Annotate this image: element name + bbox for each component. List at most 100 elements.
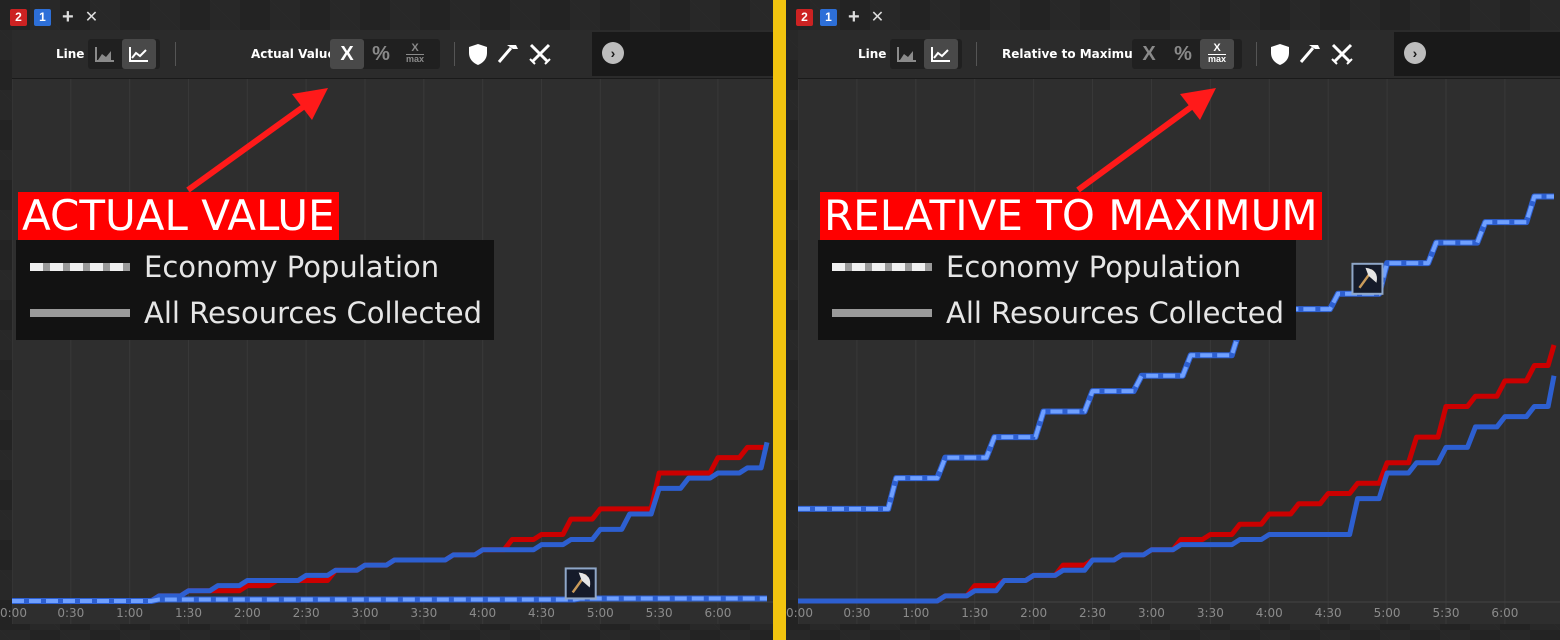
add-icon[interactable]: + [62, 5, 74, 28]
legend-item-economy-population: Economy Population [832, 244, 1284, 290]
chart-style-label: Line [858, 47, 887, 61]
series-p1-economy-population-base [12, 595, 767, 604]
close-icon[interactable]: ✕ [870, 8, 885, 26]
x-tick-label: 2:30 [1079, 606, 1107, 620]
chart-style-toggle [88, 39, 160, 69]
toolbar-separator [454, 42, 455, 66]
add-icon[interactable]: + [848, 5, 860, 28]
x-tick-label: 0:30 [57, 606, 85, 620]
x-tick-label: 3:30 [1196, 606, 1224, 620]
solid-line-swatch [832, 309, 932, 317]
hammer-icon[interactable] [496, 42, 520, 66]
percent-button[interactable]: % [1174, 42, 1192, 65]
percent-button[interactable]: % [372, 42, 390, 65]
legend-item-all-resources: All Resources Collected [832, 290, 1284, 336]
legend: Economy Population All Resources Collect… [818, 240, 1297, 340]
annotation-arrow [186, 88, 328, 193]
series-p2-resources [12, 444, 767, 604]
close-icon[interactable]: ✕ [84, 8, 99, 26]
line-chart-icon [129, 47, 148, 62]
shield-icon[interactable] [1268, 42, 1292, 66]
legend-item-all-resources: All Resources Collected [30, 290, 482, 336]
chart-style-label: Line [56, 47, 85, 61]
solid-line-swatch [30, 309, 130, 317]
x-tick-label: 5:00 [1373, 606, 1401, 620]
series-p2-resources [798, 344, 1557, 604]
x-tick-label: 6:00 [1491, 606, 1519, 620]
x-tick-label: 5:30 [1432, 606, 1460, 620]
x-tick-label: 0:00 [0, 606, 27, 620]
dashed-line-swatch [30, 263, 130, 271]
hammer-icon[interactable] [1298, 42, 1322, 66]
next-icon[interactable]: › [602, 42, 624, 64]
value-mode-label: Actual Value [251, 47, 336, 61]
toolbar-separator [175, 42, 176, 66]
crossed-swords-icon[interactable] [1330, 42, 1354, 66]
panel-divider [773, 0, 786, 640]
frac-denominator: max [1207, 54, 1226, 64]
actual-value-button[interactable]: X [330, 39, 364, 69]
tab-player-1[interactable]: 1 [34, 8, 51, 26]
line-chart-icon [931, 47, 950, 62]
x-tick-label: 4:30 [527, 606, 555, 620]
chart-style-toggle [890, 39, 962, 69]
legend-label: Economy Population [946, 250, 1242, 284]
x-tick-label: 1:00 [116, 606, 144, 620]
legend: Economy Population All Resources Collect… [16, 240, 495, 340]
legend-label: All Resources Collected [144, 296, 483, 330]
tab-player-1[interactable]: 1 [820, 8, 837, 26]
dashed-line-swatch [832, 263, 932, 271]
value-mode-label: Relative to Maximum [1002, 47, 1146, 61]
player-tabs: 2 1 + ✕ [10, 5, 99, 28]
frac-numerator: X [405, 43, 424, 55]
x-tick-label: 4:00 [1255, 606, 1283, 620]
x-tick-label: 1:30 [175, 606, 202, 620]
frac-numerator: X [1207, 43, 1226, 55]
line-chart-button[interactable] [122, 39, 156, 69]
series-p1-economy-population [798, 194, 1554, 511]
chart-plot-area-0 [12, 79, 773, 624]
toolbar-separator [976, 42, 977, 66]
next-icon[interactable]: › [1404, 42, 1426, 64]
x-tick-label: 4:00 [469, 606, 497, 620]
x-tick-label: 1:30 [961, 606, 989, 620]
line-chart-0 [12, 79, 773, 624]
area-chart-icon [95, 47, 114, 62]
actual-value-button[interactable]: X [1142, 42, 1156, 65]
annotation-arrow [1076, 88, 1216, 193]
x-tick-label: 4:30 [1314, 606, 1342, 620]
x-tick-label: 2:00 [233, 606, 261, 620]
x-tick-label: 3:00 [351, 606, 379, 620]
x-tick-label: 5:30 [645, 606, 673, 620]
tab-player-2[interactable]: 2 [796, 8, 813, 26]
series-p1-resources [798, 375, 1557, 604]
x-tick-label: 2:00 [1020, 606, 1048, 620]
tab-player-2[interactable]: 2 [10, 8, 27, 26]
axe-icon[interactable] [1351, 262, 1384, 295]
shield-icon[interactable] [466, 42, 490, 66]
area-chart-button[interactable] [88, 39, 122, 69]
area-chart-button[interactable] [890, 39, 924, 69]
chart-plot-area-1 [798, 79, 1560, 624]
x-tick-label: 0:30 [843, 606, 871, 620]
legend-label: All Resources Collected [946, 296, 1285, 330]
axe-icon[interactable] [564, 567, 597, 600]
callout-label: RELATIVE TO MAXIMUM [820, 192, 1322, 240]
x-tick-label: 2:30 [292, 606, 320, 620]
x-tick-label: 5:00 [586, 606, 614, 620]
x-tick-label: 3:00 [1137, 606, 1165, 620]
legend-label: Economy Population [144, 250, 440, 284]
x-tick-label: 6:00 [704, 606, 732, 620]
player-tabs: 2 1 + ✕ [796, 5, 885, 28]
series-p1-resources [12, 441, 770, 604]
line-chart-button[interactable] [924, 39, 958, 69]
crossed-swords-icon[interactable] [528, 42, 552, 66]
x-tick-label: 0:00 [786, 606, 813, 620]
